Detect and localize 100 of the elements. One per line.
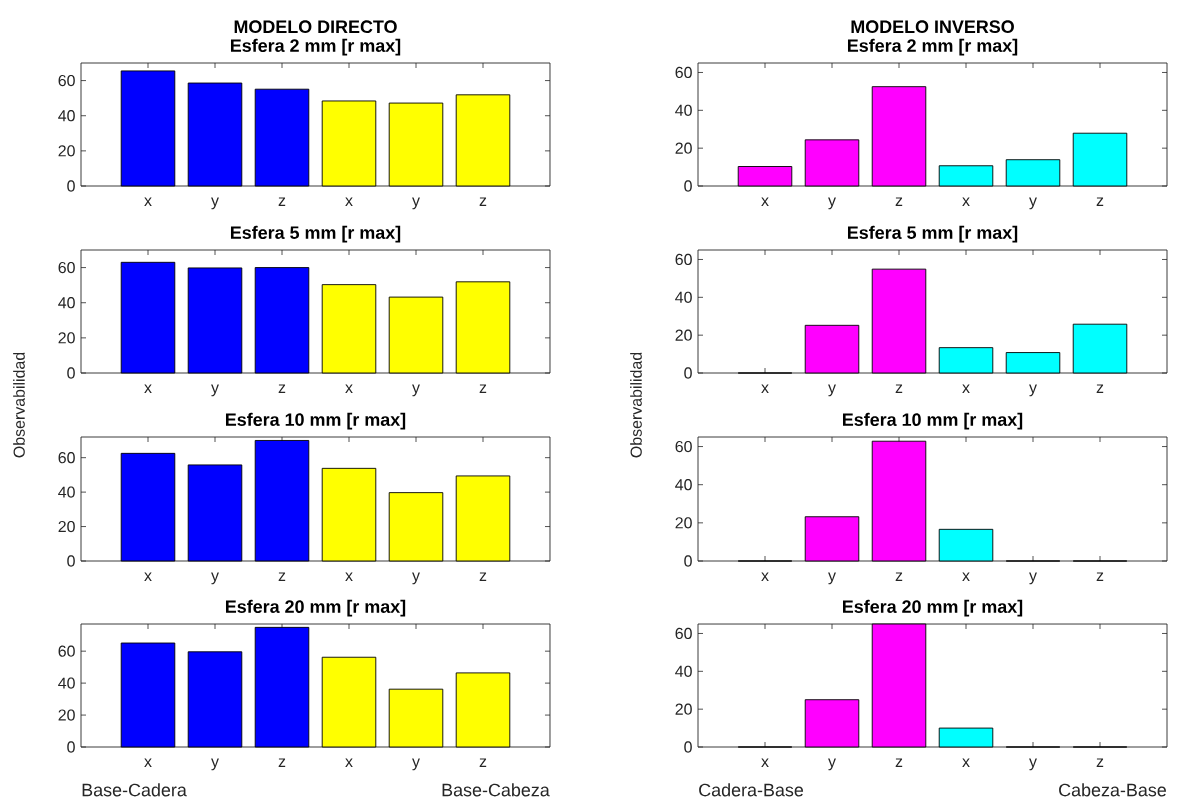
y-tick-label: 40 [58,110,75,122]
y-tick-label: 60 [58,452,75,464]
y-tick-label: 40 [675,291,692,303]
bar [737,166,793,187]
x-tick-label: z [1096,384,1104,393]
x-tick-label: x [144,758,152,767]
y-axis-title: Observabilidad [630,352,642,458]
y-tick-label: 20 [675,329,692,341]
bar [120,261,176,374]
x-tick-label: y [1029,197,1037,210]
bar [1072,132,1128,187]
x-tick-label: x [345,758,353,767]
y-tick-label: 20 [58,145,75,157]
x-tick-label: y [828,572,836,585]
y-tick-label: 0 [684,367,692,379]
bar [871,440,927,562]
y-tick-label: 40 [58,486,75,498]
x-tick-label: y [1029,758,1037,771]
x-tick-label: z [895,572,903,581]
bar [321,656,377,748]
chart-title: Esfera 5 mm [r max] [230,225,401,243]
y-tick-label: 0 [67,741,75,753]
x-tick-label: y [211,384,219,397]
bar [120,642,176,748]
x-tick-label: x [761,384,769,393]
text: Base-Cadera [82,783,187,797]
bar [938,165,994,187]
bar [388,688,444,748]
bar [254,440,310,562]
x-tick-label: z [1096,572,1104,581]
y-tick-label: 40 [58,677,75,689]
y-tick-label: 0 [67,555,75,567]
bar [804,139,860,187]
y-tick-label: 60 [58,261,75,274]
bar [1005,159,1061,187]
y-tick-label: 20 [58,332,75,344]
y-tick-label: 60 [675,440,692,453]
chart-subtitle: Esfera 2 mm [r max] [847,38,1018,56]
chart-title: Esfera 20 mm [r max] [843,599,1023,617]
bar [804,699,860,748]
x-tick-label: x [962,758,970,767]
x-tick-label: z [895,384,903,393]
bar [938,347,994,374]
y-tick-label: 0 [684,180,692,192]
x-tick-label: x [144,384,152,393]
bar [871,623,927,748]
bar [254,88,310,187]
x-tick-label: y [412,758,420,771]
chart-title: Esfera 10 mm [r max] [226,412,406,430]
x-tick-label: y [1029,572,1037,585]
y-tick-label: 0 [684,555,692,567]
bar [804,516,860,562]
bar [187,464,243,562]
y-tick-label: 0 [67,367,75,379]
x-tick-label: y [211,572,219,585]
x-tick-label: z [278,384,286,393]
bar [321,100,377,187]
x-tick-label: y [828,758,836,771]
y-tick-label: 0 [684,741,692,753]
bar [455,475,511,562]
x-tick-label: z [1096,197,1104,206]
y-tick-label: 20 [58,520,75,533]
x-tick-label: x [345,197,353,206]
bar [938,528,994,562]
chart-subtitle: Esfera 2 mm [r max] [230,38,401,56]
x-tick-label: z [895,197,903,206]
x-tick-label: z [1096,758,1104,767]
bar [187,651,243,748]
x-tick-label: z [895,758,903,767]
bar [254,626,310,748]
bar [455,94,511,187]
x-tick-label: x [962,572,970,581]
x-tick-label: z [479,197,487,206]
x-tick-label: x [761,758,769,767]
y-tick-label: 60 [58,645,75,657]
y-tick-label: 40 [675,479,692,491]
x-tick-label: z [479,572,487,581]
x-tick-label: z [479,384,487,393]
bar [321,284,377,374]
x-tick-label: x [761,572,769,581]
y-tick-label: 20 [58,709,75,721]
x-tick-label: y [412,572,420,585]
y-tick-label: 20 [675,703,692,715]
bar [455,672,511,748]
x-tick-label: x [962,197,970,206]
bar [254,267,310,374]
y-tick-label: 60 [675,627,692,640]
bar [120,70,176,187]
y-axis-title: Observabilidad [13,352,25,458]
bar [321,467,377,562]
x-tick-label: x [345,384,353,393]
x-tick-label: x [761,197,769,206]
bar [1005,352,1061,374]
bar [1072,323,1128,374]
text: Cadera-Base [699,783,804,797]
x-tick-label: x [345,572,353,581]
x-tick-label: y [828,384,836,397]
x-tick-label: z [278,758,286,767]
chart-title: Esfera 10 mm [r max] [843,412,1023,430]
bar [187,267,243,374]
